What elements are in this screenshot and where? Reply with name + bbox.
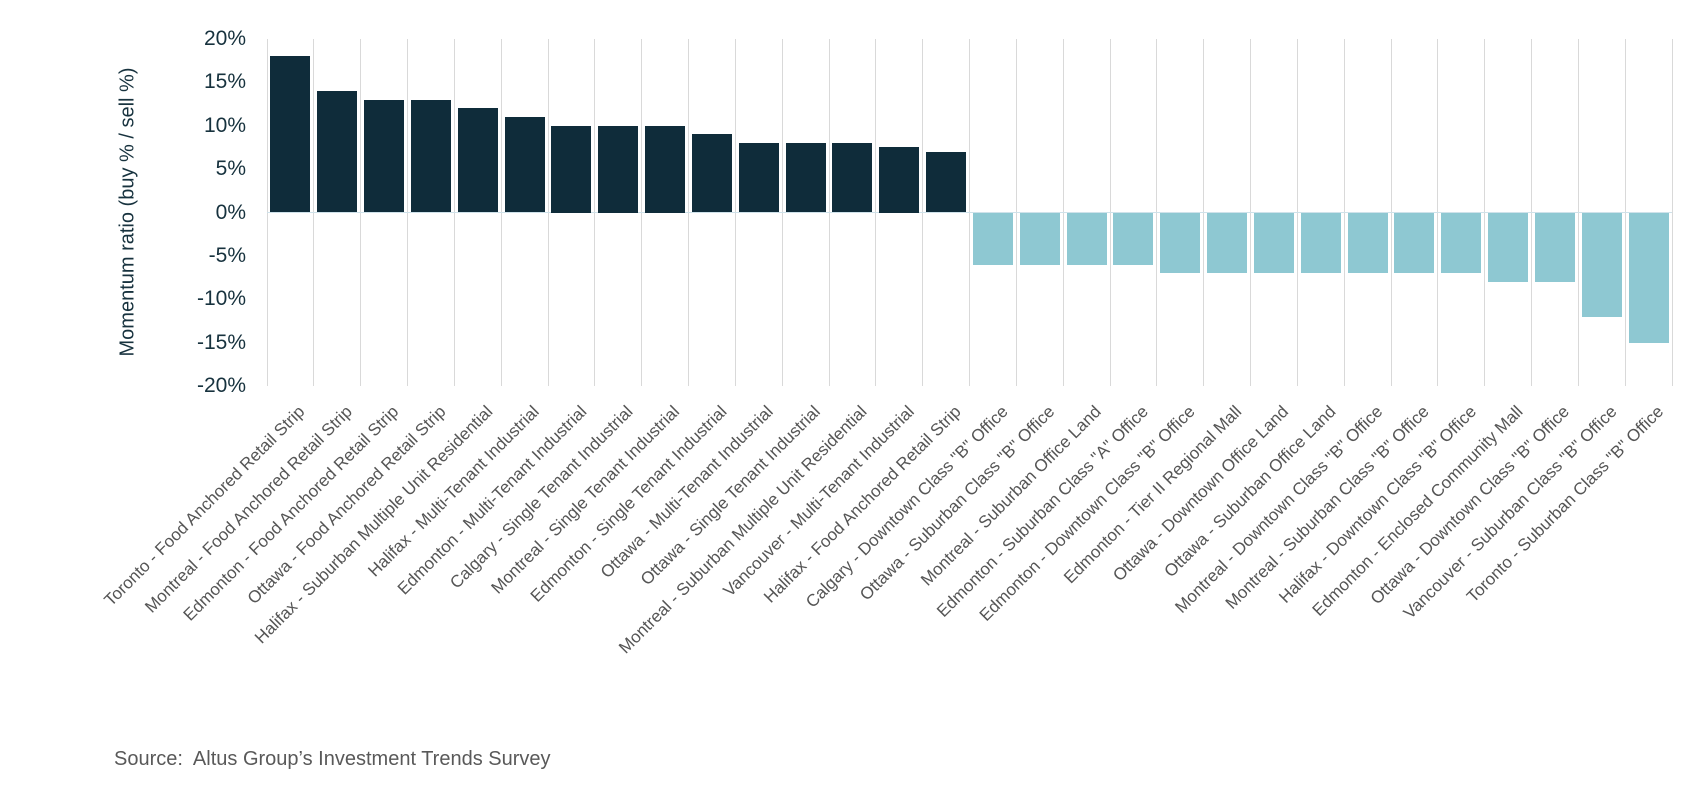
source-note: Source: Altus Group’s Investment Trends … bbox=[114, 748, 551, 770]
bar bbox=[1394, 212, 1435, 274]
bar bbox=[270, 56, 311, 213]
zero-baseline bbox=[267, 212, 1672, 213]
bar bbox=[785, 143, 826, 213]
y-tick-label: -10% bbox=[196, 287, 246, 311]
bar bbox=[926, 151, 967, 213]
bar bbox=[551, 125, 592, 213]
bar bbox=[598, 125, 639, 213]
bar bbox=[879, 147, 920, 213]
y-tick-label: 15% bbox=[203, 70, 246, 94]
gridline bbox=[1671, 39, 1673, 386]
y-tick-label: 10% bbox=[203, 113, 246, 137]
bar bbox=[317, 91, 358, 213]
bar bbox=[1628, 212, 1669, 343]
y-tick-label: 5% bbox=[215, 157, 246, 181]
bar bbox=[645, 125, 686, 213]
y-tick-label: 20% bbox=[203, 27, 246, 50]
bar bbox=[1019, 212, 1060, 265]
bar bbox=[738, 143, 779, 213]
bar bbox=[1066, 212, 1107, 265]
bar bbox=[410, 99, 451, 213]
y-tick-label: -20% bbox=[196, 374, 246, 397]
bar bbox=[1441, 212, 1482, 274]
bar bbox=[832, 143, 873, 213]
bar bbox=[1534, 212, 1575, 282]
bar bbox=[1581, 212, 1622, 317]
bar bbox=[1300, 212, 1341, 274]
bar bbox=[457, 108, 498, 213]
y-tick-label: -5% bbox=[208, 243, 246, 267]
bar bbox=[504, 117, 545, 213]
y-axis-title: Momentum ratio (buy % / sell %) bbox=[116, 67, 139, 357]
bar bbox=[1207, 212, 1248, 274]
bar bbox=[691, 134, 732, 213]
bar bbox=[364, 99, 405, 213]
bar bbox=[1347, 212, 1388, 274]
y-tick-label: 0% bbox=[215, 200, 246, 224]
bar bbox=[972, 212, 1013, 265]
y-tick-label: -15% bbox=[196, 330, 246, 354]
bar bbox=[1160, 212, 1201, 274]
bar bbox=[1488, 212, 1529, 282]
bar bbox=[1113, 212, 1154, 265]
bar bbox=[1253, 212, 1294, 274]
